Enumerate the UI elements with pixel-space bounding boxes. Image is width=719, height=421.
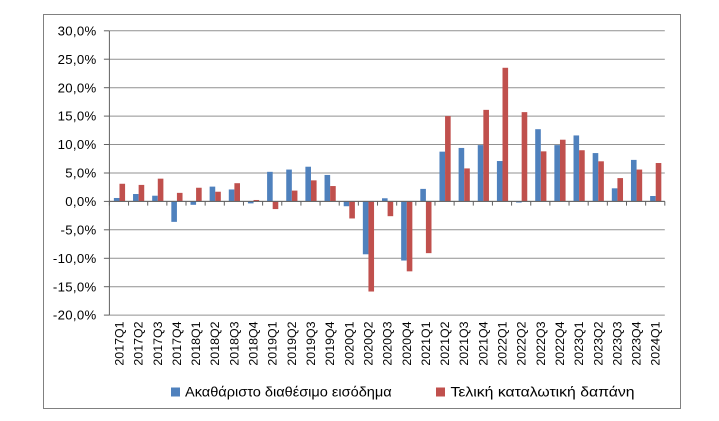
- svg-text:2019Q4: 2019Q4: [323, 321, 337, 365]
- svg-text:-20,0%: -20,0%: [53, 308, 97, 323]
- svg-text:2022Q2: 2022Q2: [515, 321, 529, 365]
- svg-text:2020Q1: 2020Q1: [342, 321, 356, 365]
- svg-text:2023Q1: 2023Q1: [572, 321, 586, 365]
- svg-text:2017Q4: 2017Q4: [170, 321, 184, 365]
- svg-text:2023Q3: 2023Q3: [610, 321, 624, 365]
- svg-text:Ακαθάριστο διαθέσιμο εισόδημα: Ακαθάριστο διαθέσιμο εισόδημα: [185, 385, 392, 400]
- svg-text:2021Q2: 2021Q2: [438, 321, 452, 365]
- svg-text:2018Q1: 2018Q1: [189, 321, 203, 365]
- svg-text:2024Q1: 2024Q1: [649, 321, 663, 365]
- svg-text:2019Q2: 2019Q2: [285, 321, 299, 365]
- svg-text:2022Q3: 2022Q3: [534, 321, 548, 365]
- svg-text:2017Q3: 2017Q3: [151, 321, 165, 365]
- svg-text:2022Q4: 2022Q4: [553, 321, 567, 365]
- svg-text:5,0%: 5,0%: [65, 166, 96, 181]
- svg-text:Τελική καταλωτική δαπάνη: Τελική καταλωτική δαπάνη: [451, 385, 635, 400]
- svg-text:2023Q4: 2023Q4: [630, 321, 644, 365]
- svg-text:2021Q1: 2021Q1: [419, 321, 433, 365]
- svg-text:2017Q2: 2017Q2: [132, 321, 146, 365]
- svg-text:30,0%: 30,0%: [58, 23, 97, 38]
- svg-text:2019Q1: 2019Q1: [266, 321, 280, 365]
- svg-text:2018Q3: 2018Q3: [227, 321, 241, 365]
- svg-text:25,0%: 25,0%: [58, 52, 97, 67]
- svg-text:2017Q1: 2017Q1: [112, 321, 126, 365]
- svg-text:2021Q4: 2021Q4: [476, 321, 490, 365]
- svg-text:-15,0%: -15,0%: [53, 279, 97, 294]
- svg-text:20,0%: 20,0%: [58, 80, 97, 95]
- svg-text:2019Q3: 2019Q3: [304, 321, 318, 365]
- svg-text:2020Q3: 2020Q3: [381, 321, 395, 365]
- svg-text:2018Q2: 2018Q2: [208, 321, 222, 365]
- svg-text:0,0%: 0,0%: [65, 194, 96, 209]
- svg-text:2020Q2: 2020Q2: [361, 321, 375, 365]
- svg-text:2023Q2: 2023Q2: [591, 321, 605, 365]
- svg-text:-5,0%: -5,0%: [61, 222, 97, 237]
- svg-text:2022Q1: 2022Q1: [496, 321, 510, 365]
- svg-text:-10,0%: -10,0%: [53, 251, 97, 266]
- svg-text:10,0%: 10,0%: [58, 137, 97, 152]
- svg-text:15,0%: 15,0%: [58, 109, 97, 124]
- svg-text:2021Q3: 2021Q3: [457, 321, 471, 365]
- svg-text:2020Q4: 2020Q4: [400, 321, 414, 365]
- svg-text:2018Q4: 2018Q4: [247, 321, 261, 365]
